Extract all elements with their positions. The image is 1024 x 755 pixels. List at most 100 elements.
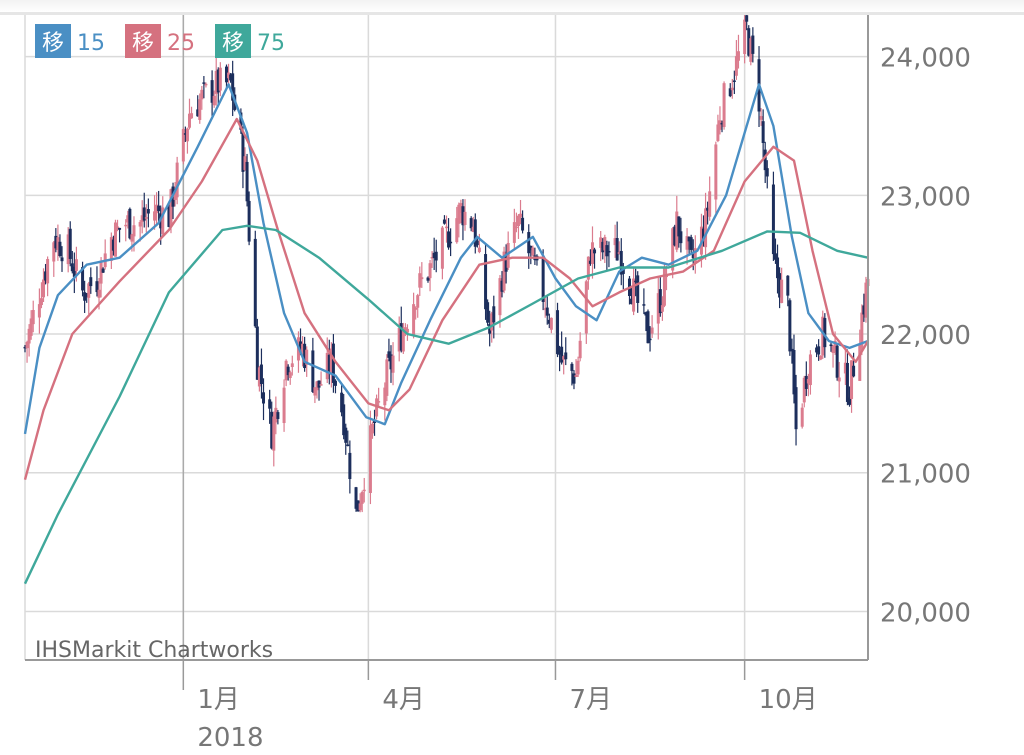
candle-body — [200, 89, 204, 100]
candle-body — [325, 352, 329, 380]
candle-body — [440, 227, 444, 269]
candle-body — [516, 215, 520, 227]
candle-body — [420, 277, 424, 280]
candle-body — [463, 211, 467, 225]
candle-body — [81, 267, 85, 291]
candle-body — [788, 300, 792, 352]
candle-body — [574, 375, 578, 377]
candle-body — [161, 207, 165, 235]
candle-body — [498, 278, 502, 316]
candle-body — [833, 340, 837, 352]
candle-body — [794, 387, 798, 430]
candle-body — [227, 72, 231, 79]
legend-badge-text: 移 — [132, 31, 154, 56]
candle-body — [800, 407, 804, 427]
candle-body — [718, 120, 722, 130]
candle-body — [590, 242, 594, 265]
candle-body — [333, 380, 337, 386]
legend-period: 75 — [257, 31, 285, 56]
candle-body — [459, 203, 463, 214]
candle-body — [630, 298, 634, 305]
candle-body — [835, 345, 839, 378]
candle-body — [858, 344, 862, 381]
candle-body — [58, 241, 62, 257]
candle-body — [675, 211, 679, 250]
candle-body — [477, 247, 481, 253]
candle-body — [142, 207, 146, 221]
candle-body — [344, 427, 348, 443]
candle-body — [375, 398, 379, 417]
candle-body — [39, 298, 43, 306]
y-tick-label: 24,000 — [880, 44, 971, 74]
candle-body — [354, 487, 358, 509]
candle-body — [432, 252, 436, 258]
candle-body — [792, 349, 796, 395]
legend-badge-text: 移 — [222, 31, 244, 56]
candle-body — [405, 328, 409, 333]
candle-body — [362, 489, 366, 492]
candle-body — [70, 263, 74, 272]
candle-body — [274, 407, 278, 423]
candle-body — [706, 207, 710, 211]
candle-body — [262, 392, 266, 404]
candle-body — [601, 241, 605, 253]
candle-body — [642, 304, 646, 306]
candle-body — [843, 362, 847, 374]
candle-body — [153, 211, 157, 221]
legend-badge-text: 移 — [42, 31, 64, 56]
candle-body — [475, 240, 479, 246]
candle-body — [570, 363, 574, 371]
candle-body — [155, 204, 159, 214]
candle-body — [545, 307, 549, 316]
legend-badge — [215, 24, 251, 58]
candle-body — [140, 215, 144, 223]
candle-body — [831, 346, 835, 353]
candle-body — [399, 323, 403, 351]
candle-body — [656, 293, 660, 324]
candle-body — [346, 444, 350, 447]
x-tick-label: 4月 — [382, 685, 425, 715]
candle-body — [447, 231, 451, 248]
candle-body — [356, 500, 360, 512]
candle-body — [728, 88, 732, 97]
candle-body — [804, 375, 808, 389]
series-line-移-75 — [23, 224, 869, 585]
x-tick-label: 1月 — [197, 685, 240, 715]
candle-body — [243, 156, 247, 170]
candle-body — [765, 168, 769, 177]
candle-body — [387, 351, 391, 358]
candle-body — [52, 242, 56, 262]
candle-body — [331, 343, 335, 383]
candle-body — [689, 237, 693, 250]
top-rule — [0, 0, 1024, 15]
candle-body — [327, 354, 331, 373]
candle-body — [116, 226, 120, 230]
legend-badge — [125, 24, 161, 58]
candle-body — [196, 109, 200, 117]
candle-body — [426, 277, 430, 281]
candle-body — [167, 206, 171, 227]
candle-body — [660, 305, 664, 312]
candle-body — [85, 293, 89, 297]
candle-body — [340, 392, 344, 413]
candle-body — [745, 15, 749, 22]
candle-body — [204, 83, 208, 86]
legend-period: 15 — [77, 31, 105, 56]
candle-body — [763, 149, 767, 171]
candle-body — [662, 268, 666, 306]
candle-body — [615, 238, 619, 261]
candle-body — [560, 346, 564, 363]
legend-period: 25 — [167, 31, 195, 56]
candle-body — [644, 312, 648, 316]
candle-body — [632, 278, 636, 312]
candle-body — [786, 275, 790, 296]
candle-body — [360, 492, 364, 504]
candle-body — [183, 133, 187, 135]
candle-body — [146, 209, 150, 214]
candle-body — [268, 399, 272, 409]
candle-body — [111, 239, 115, 251]
candle-body — [445, 226, 448, 229]
y-tick-label: 22,000 — [880, 321, 971, 351]
candle-body — [259, 364, 263, 385]
candle-body — [305, 349, 309, 365]
